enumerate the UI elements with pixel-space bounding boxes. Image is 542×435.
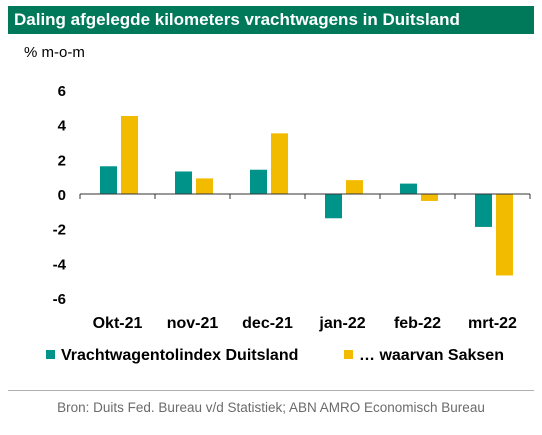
chart-title-bar: Daling afgelegde kilometers vrachtwagens… <box>8 6 534 34</box>
legend-label: Vrachtwagentolindex Duitsland <box>61 347 298 364</box>
bar-duitsland <box>175 171 192 194</box>
bar-saksen <box>421 194 438 201</box>
legend-swatch <box>344 350 353 359</box>
source-divider <box>8 390 534 391</box>
bar-saksen <box>121 116 138 194</box>
source-note: Bron: Duits Fed. Bureau v/d Statistiek; … <box>57 400 485 415</box>
y-tick-label: 0 <box>58 187 66 204</box>
bar-duitsland <box>400 183 417 194</box>
bar-saksen <box>346 180 363 194</box>
x-tick-label: dec-21 <box>242 315 293 332</box>
bar-saksen <box>196 178 213 194</box>
y-tick-label: -6 <box>53 291 66 308</box>
y-tick-label: 2 <box>58 152 66 169</box>
x-tick-label: jan-22 <box>318 315 365 332</box>
x-tick-label: feb-22 <box>394 315 441 332</box>
bar-chart: 6 4 2 0 -2 -4 -6 Okt-21 nov-21 dec-21 jan-22 feb-22… <box>46 83 531 364</box>
bar-duitsland <box>475 194 492 227</box>
bar-duitsland <box>325 194 342 219</box>
y-tick-label: -2 <box>53 222 66 239</box>
x-tick-label: nov-21 <box>167 315 219 332</box>
y-tick-label: 4 <box>58 118 67 135</box>
y-tick-label: -4 <box>53 256 67 273</box>
bar-saksen <box>271 133 288 194</box>
x-tick-label: Okt-21 <box>93 315 143 332</box>
chart-title: Daling afgelegde kilometers vrachtwagens… <box>14 10 460 29</box>
x-tick-label: mrt-22 <box>468 315 517 332</box>
y-axis-unit-label: % m-o-m <box>24 44 85 61</box>
legend-swatch <box>46 350 55 359</box>
bar-saksen <box>496 194 513 276</box>
y-tick-label: 6 <box>58 83 66 100</box>
legend-label: … waarvan Saksen <box>359 347 504 364</box>
bar-duitsland <box>250 169 267 194</box>
bar-duitsland <box>100 166 117 194</box>
